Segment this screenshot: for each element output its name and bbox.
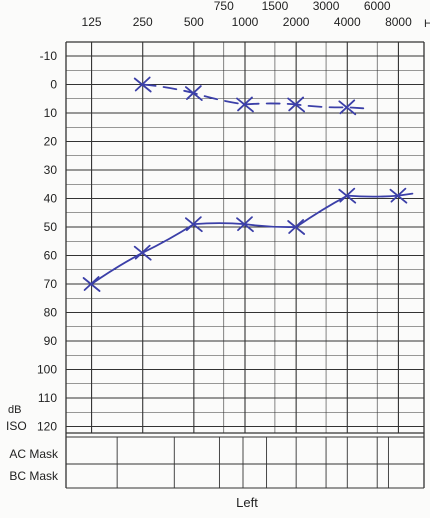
x-tick-label: 125 [82, 15, 102, 29]
data-point-x-marker [338, 187, 357, 204]
x-tick-label: 2000 [283, 15, 310, 29]
y-axis-label-db: dB [8, 404, 21, 416]
data-point-x-marker [338, 99, 357, 116]
data-point-x-marker [184, 85, 203, 101]
data-point-x-marker [287, 96, 306, 113]
mid-frequency-tick-labels: 750 1500 3000 6000 [214, 0, 391, 13]
frequency-tick-labels: 125 250 500 1000 2000 4000 8000 [82, 15, 413, 29]
mask-row-label-bc: BC Mask [9, 469, 59, 483]
data-point-x-marker [133, 76, 152, 93]
series-line [141, 83, 365, 110]
x-mid-tick-label: 750 [214, 0, 234, 13]
y-tick-label: 70 [44, 277, 58, 291]
db-tick-labels: -10 0 10 20 30 40 50 60 70 80 90 100 110 120 [37, 49, 57, 434]
y-axis-label-iso: ISO [6, 419, 27, 433]
data-point-x-marker [236, 216, 254, 233]
y-tick-label: 0 [50, 78, 57, 92]
y-tick-label: 50 [44, 220, 58, 234]
data-point-x-marker [133, 244, 152, 261]
y-tick-label: 120 [37, 420, 57, 434]
data-point-x-marker [184, 216, 203, 233]
y-tick-label: 30 [44, 163, 58, 177]
x-tick-label: 1000 [232, 15, 259, 29]
y-tick-label: 20 [44, 135, 58, 149]
mask-row-label-ac: AC Mask [9, 447, 59, 461]
x-tick-label: 500 [184, 15, 204, 29]
x-tick-label: 4000 [334, 15, 361, 29]
x-tick-label: 8000 [385, 15, 412, 29]
y-tick-label: 100 [37, 363, 57, 377]
y-tick-label: -10 [40, 49, 58, 63]
y-tick-label: 80 [44, 306, 58, 320]
y-tick-label: 10 [44, 106, 58, 120]
y-tick-label: 90 [44, 334, 58, 348]
data-series [82, 76, 414, 292]
y-tick-label: 110 [38, 391, 57, 405]
data-point-x-marker [236, 96, 254, 113]
data-point-x-marker [287, 219, 306, 235]
x-tick-label: 250 [133, 15, 153, 29]
mask-table [66, 436, 424, 489]
series-line [90, 192, 414, 285]
data-point-x-marker [389, 187, 408, 204]
x-mid-tick-label: 3000 [313, 0, 340, 13]
x-mid-tick-label: 6000 [364, 0, 391, 13]
data-point-x-marker [82, 276, 101, 292]
x-mid-tick-label: 1500 [262, 0, 289, 13]
chart-grid [65, 41, 425, 488]
x-axis-label: Left [236, 495, 258, 510]
y-tick-label: 60 [44, 249, 58, 263]
frequency-unit: Hz [424, 18, 430, 30]
y-tick-label: 40 [44, 192, 58, 206]
